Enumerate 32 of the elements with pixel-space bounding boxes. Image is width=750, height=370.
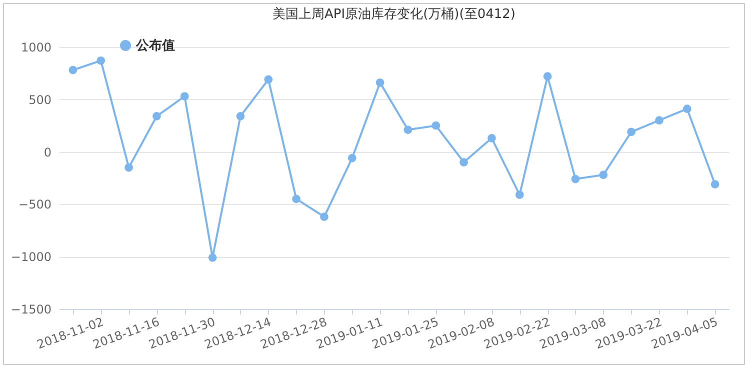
point: [208, 253, 217, 262]
point: [264, 75, 273, 84]
point: [180, 92, 189, 100]
point: [376, 78, 384, 87]
point: [682, 104, 692, 114]
point: [292, 194, 300, 204]
y-tick-label: 0: [44, 145, 52, 160]
point: [710, 180, 720, 188]
point: [96, 56, 106, 65]
point: [460, 158, 468, 166]
point: [124, 163, 133, 172]
point: [432, 121, 440, 130]
point: [655, 116, 664, 125]
point: [68, 66, 78, 74]
y-tick-label: −1500: [10, 302, 52, 316]
point: [236, 112, 245, 120]
y-tick-label: 1000: [20, 40, 52, 54]
point: [348, 154, 356, 162]
point: [543, 72, 552, 81]
point: [404, 126, 412, 134]
point: [488, 134, 496, 142]
y-tick-label: −500: [18, 198, 52, 212]
y-tick-label: 500: [28, 92, 52, 107]
legend-label: 公布值: [135, 38, 175, 54]
y-tick-label: −1000: [10, 250, 52, 264]
point: [599, 170, 608, 180]
point: [515, 190, 524, 199]
point: [320, 212, 328, 221]
point: [627, 128, 636, 136]
chart-title: 美国上周API原油库存变化(万桶)(至0412): [272, 6, 516, 22]
point: [152, 112, 161, 120]
point: [571, 174, 580, 184]
